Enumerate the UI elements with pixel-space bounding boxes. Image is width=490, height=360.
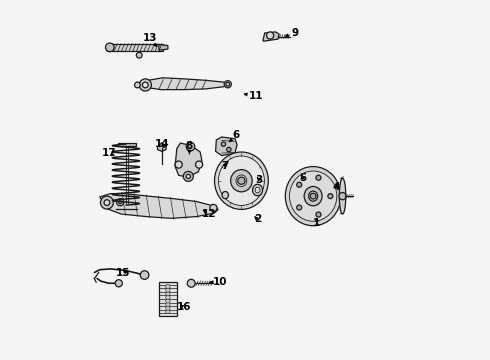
Text: 8: 8 [186,141,193,154]
Circle shape [139,79,151,91]
Circle shape [186,174,191,179]
Polygon shape [100,194,218,219]
Circle shape [339,193,346,200]
Ellipse shape [285,167,341,226]
Circle shape [166,292,170,296]
Ellipse shape [215,152,269,210]
Circle shape [166,299,170,303]
Circle shape [140,271,149,279]
Text: 14: 14 [155,139,170,149]
Ellipse shape [231,170,252,192]
Polygon shape [175,143,202,177]
Polygon shape [157,143,166,151]
Text: 17: 17 [101,148,116,158]
Text: 9: 9 [286,28,299,38]
Circle shape [186,142,195,151]
Circle shape [166,306,170,310]
Circle shape [316,175,321,180]
Ellipse shape [236,175,247,186]
Circle shape [117,199,124,206]
Circle shape [221,142,225,146]
Circle shape [297,205,302,210]
Text: 3: 3 [256,175,263,185]
Circle shape [183,171,194,181]
Circle shape [175,161,182,168]
Circle shape [316,212,321,217]
Text: 16: 16 [177,302,191,312]
Polygon shape [118,143,136,145]
Circle shape [143,82,148,88]
Circle shape [267,32,274,39]
Circle shape [119,201,122,204]
Circle shape [166,284,170,289]
Ellipse shape [252,184,263,196]
Circle shape [226,82,230,86]
Polygon shape [119,206,135,211]
Circle shape [196,161,203,168]
Circle shape [166,288,170,292]
Polygon shape [116,203,137,206]
Ellipse shape [304,186,322,206]
Circle shape [310,193,316,199]
Circle shape [136,52,142,58]
Circle shape [135,82,140,88]
Circle shape [115,280,122,287]
Ellipse shape [255,187,260,193]
Text: 5: 5 [299,173,306,183]
Circle shape [224,81,231,88]
Circle shape [227,147,231,152]
Ellipse shape [309,191,318,201]
Text: 15: 15 [116,268,130,278]
Text: 11: 11 [245,91,263,101]
Text: 7: 7 [221,161,228,171]
Circle shape [104,200,110,206]
Circle shape [166,310,170,314]
Circle shape [105,43,114,51]
Text: 4: 4 [333,182,340,192]
Ellipse shape [222,192,228,199]
Text: 12: 12 [202,209,217,219]
Polygon shape [107,44,163,51]
Polygon shape [159,44,168,50]
Ellipse shape [339,178,346,214]
Circle shape [238,177,245,184]
Polygon shape [159,282,177,316]
Polygon shape [216,137,237,156]
Text: 13: 13 [143,33,157,46]
Circle shape [210,204,217,212]
Polygon shape [143,78,229,90]
Polygon shape [263,32,279,41]
Ellipse shape [290,171,337,221]
Text: 10: 10 [210,277,227,287]
Circle shape [166,302,170,307]
Circle shape [297,182,302,187]
Circle shape [166,295,170,300]
Text: 2: 2 [254,215,261,224]
Ellipse shape [219,156,265,206]
Circle shape [328,194,333,199]
Circle shape [100,196,113,209]
Text: 1: 1 [313,218,320,228]
Text: 6: 6 [229,130,240,142]
Circle shape [187,279,195,287]
